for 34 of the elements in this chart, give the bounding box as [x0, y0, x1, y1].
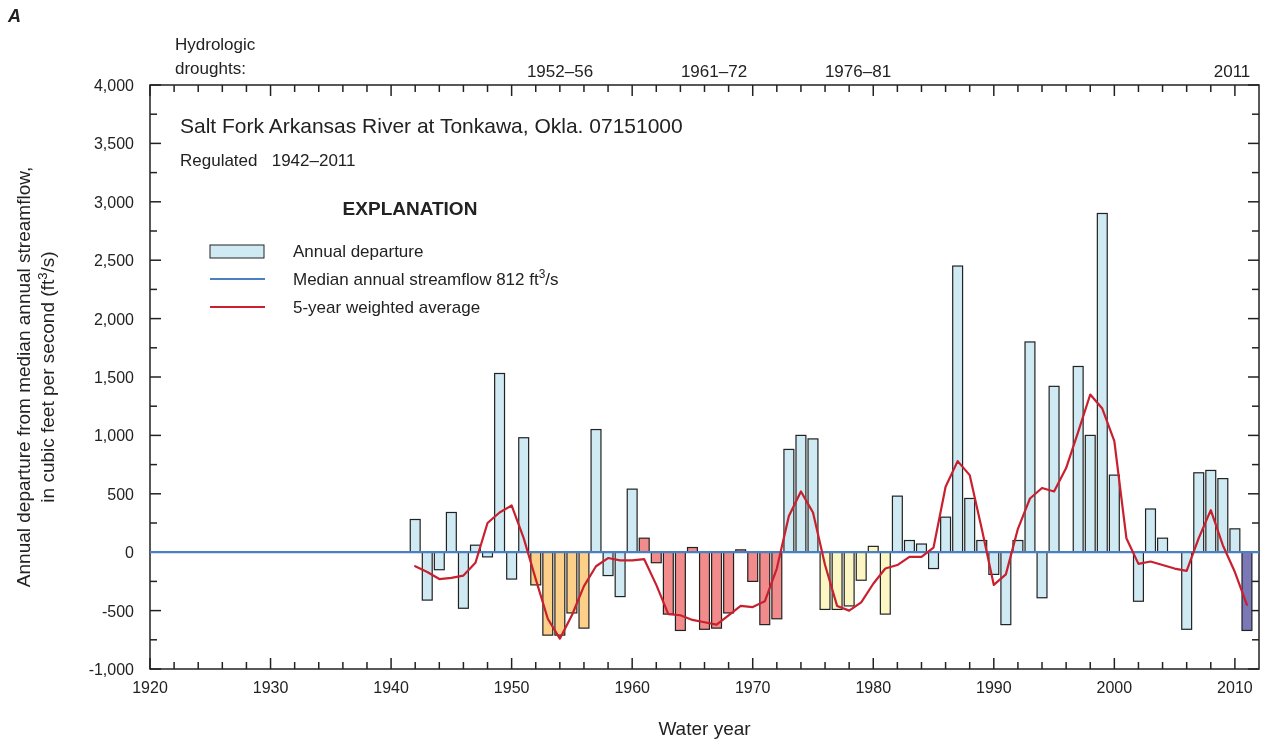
x-tick-label: 1920 [132, 679, 168, 696]
y-tick-label: 4,000 [93, 77, 135, 94]
x-tick-label: 1960 [614, 679, 651, 696]
text: 1976–81 [824, 62, 892, 81]
y-tick-label: 3,000 [93, 193, 135, 211]
x-tick-label: 1930 [252, 679, 289, 696]
y-tick-label: 0 [125, 544, 135, 562]
text: Salt Fork Arkansas River at Tonkawa, Okla. 07151000 [180, 114, 683, 137]
x-axis-title: Water year [658, 718, 752, 739]
legend-title: EXPLANATION [342, 198, 478, 219]
text: Regulated 1942–2011 [180, 151, 356, 170]
y-tick-label: 1,000 [93, 427, 135, 445]
y-tick-label: -1,000 [88, 661, 135, 678]
x-tick-label: 1970 [734, 679, 771, 696]
x-tick-label: 1940 [373, 679, 409, 696]
x-tick-label: 1980 [855, 679, 892, 696]
y-tick-label: 500 [107, 485, 135, 503]
y-tick-label: 1,500 [93, 369, 135, 386]
x-tick-label: 2010 [1217, 679, 1253, 696]
text: Hydrologic droughts: [175, 35, 256, 78]
text: A [7, 6, 21, 26]
legend-label: 5-year weighted average [293, 298, 481, 317]
y-tick-label: 2,000 [93, 310, 135, 328]
text: 1961–72 [680, 62, 748, 81]
y-tick-label: 2,500 [93, 252, 135, 270]
text: 1952–56 [526, 62, 594, 81]
x-tick-label: 1990 [976, 679, 1012, 696]
text: 2011 [1213, 62, 1251, 81]
x-tick-label: 1950 [493, 679, 530, 696]
y-tick-label: -500 [101, 602, 135, 620]
legend-label: Annual departure [293, 242, 424, 261]
y-tick-label: 3,500 [93, 135, 135, 153]
legend-label: Median annual streamflow 812 ft$^{3}$/s [293, 267, 559, 289]
x-tick-label: 2000 [1096, 679, 1133, 696]
